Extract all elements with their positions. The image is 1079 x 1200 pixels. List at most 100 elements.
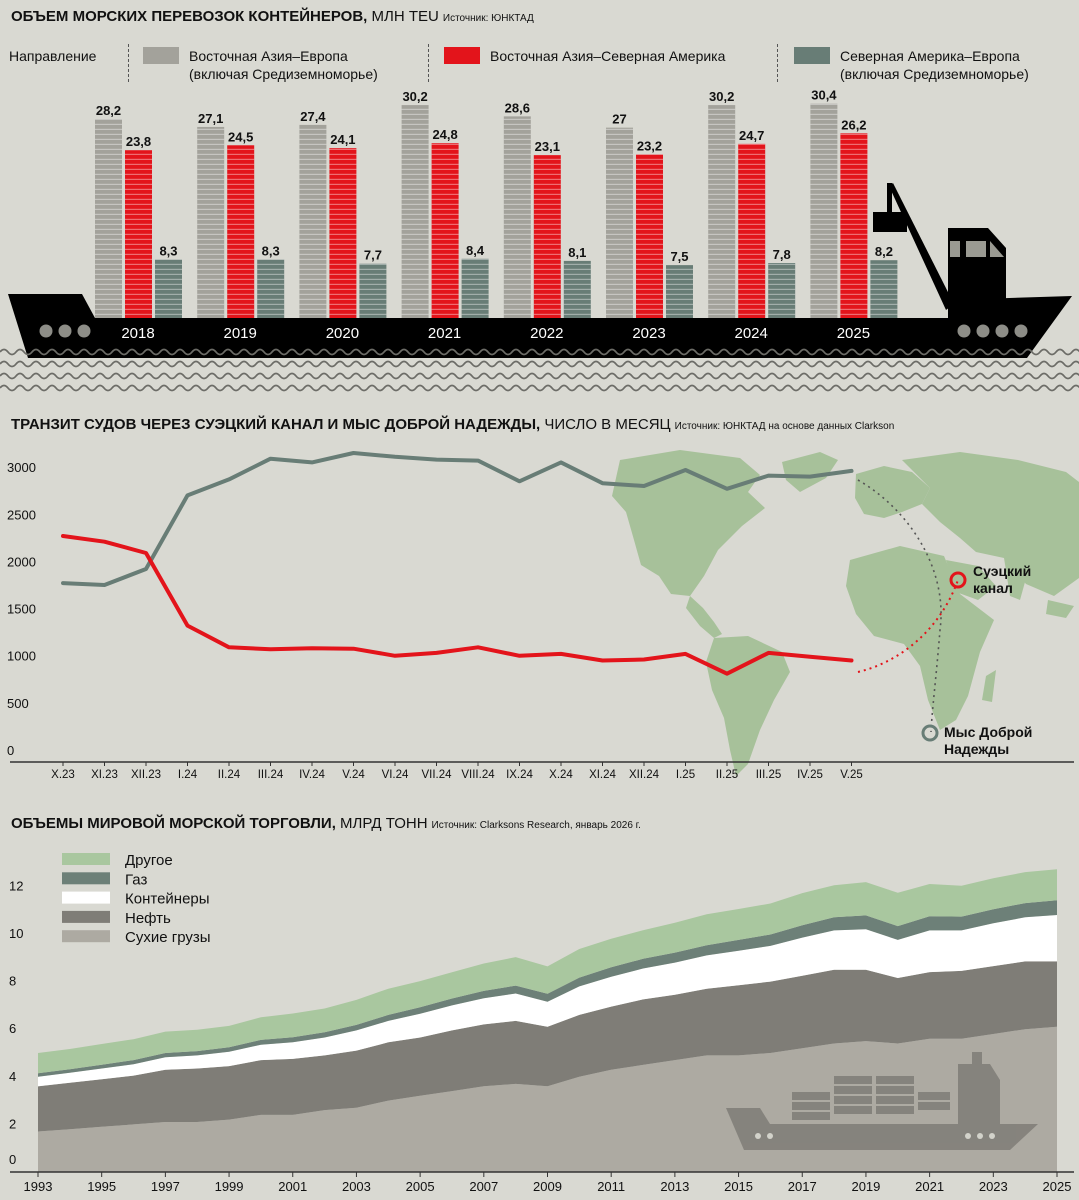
container-volume-chart: 28,2 23,8 8,3 27,1 24,5 8,3 27,4 24,1 7,7 30,2 24,…: [0, 88, 1079, 392]
cape-marker: [921, 724, 939, 742]
bar-texture: [227, 145, 255, 318]
bar-value-label: 26,2: [841, 117, 866, 132]
y-tick-label: 2: [9, 1116, 16, 1131]
y-tick-label: 2500: [7, 507, 36, 522]
x-tick-label: 2021: [915, 1179, 944, 1194]
bar-value-label: 8,4: [466, 243, 485, 258]
legend-divider: [777, 44, 778, 82]
bar-texture: [840, 133, 868, 318]
y-tick-label: 10: [9, 926, 23, 941]
series-line-suez: [61, 534, 854, 676]
wave-line: [0, 360, 1079, 368]
y-tick-label: 8: [9, 974, 16, 989]
year-label: 2018: [121, 325, 154, 342]
x-tick-label: 2011: [597, 1179, 625, 1194]
bar-texture: [738, 143, 766, 318]
bar-value-label: 23,2: [637, 138, 662, 153]
x-tick-label: V.25: [840, 769, 863, 781]
bar-texture: [503, 116, 531, 319]
x-tick-label: 2001: [278, 1179, 307, 1194]
y-tick-label: 2000: [7, 554, 36, 569]
x-tick-label: I.24: [178, 769, 198, 781]
bar-value-label: 27,1: [198, 111, 223, 126]
x-tick-label: II.24: [218, 769, 241, 781]
bar-texture: [299, 124, 327, 318]
year-label: 2025: [837, 325, 870, 342]
x-tick-label: XII.23: [131, 769, 161, 781]
x-tick-label: 2025: [1043, 1179, 1072, 1194]
y-tick-label: 0: [9, 1152, 16, 1167]
bar-value-label: 7,7: [364, 248, 382, 263]
bar-texture: [401, 105, 429, 318]
area-2: [38, 915, 1057, 1087]
area-4: [38, 869, 1057, 1074]
legend-label: Другое: [125, 852, 173, 869]
x-tick-label: 2007: [469, 1179, 498, 1194]
bar-value-label: 27: [612, 112, 626, 127]
x-tick-label: II.25: [716, 769, 738, 781]
x-tick-label: X.23: [51, 769, 75, 781]
y-tick-label: 4: [9, 1069, 16, 1084]
wheelhouse: [948, 228, 1006, 300]
bar-texture: [257, 259, 285, 318]
bar-texture: [461, 258, 489, 318]
bar-value-label: 7,5: [670, 249, 688, 264]
bar-texture: [155, 259, 182, 318]
x-tick-label: VII.24: [421, 769, 452, 781]
y-tick-label: 3000: [7, 460, 36, 475]
x-tick-label: IV.24: [299, 769, 325, 781]
legend-label: Контейнеры: [125, 891, 210, 908]
bar-texture: [563, 260, 591, 318]
legend-swatch-asia-north-america: [444, 47, 480, 64]
x-tick-label: 2009: [533, 1179, 562, 1194]
bar-texture: [125, 150, 152, 318]
bar-texture: [768, 263, 796, 318]
x-tick-label: IV.25: [797, 769, 823, 781]
bar-value-label: 8,2: [875, 244, 893, 259]
year-label: 2024: [735, 325, 768, 342]
y-tick-label: 12: [9, 878, 23, 893]
year-label: 2020: [326, 325, 359, 342]
y-tick-label: 0: [7, 743, 14, 758]
x-tick-label: VI.24: [382, 769, 409, 781]
bar-texture: [329, 148, 357, 318]
x-tick-label: 1999: [215, 1179, 244, 1194]
x-tick-label: V.24: [342, 769, 365, 781]
legend-divider: [428, 44, 429, 82]
bar-texture: [606, 127, 633, 319]
wave-line: [0, 372, 1079, 380]
legend-swatch: [62, 910, 110, 923]
x-tick-label: VIII.24: [461, 769, 495, 781]
bar-value-label: 28,6: [505, 100, 530, 115]
section2-title: ТРАНЗИТ СУДОВ ЧЕРЕЗ СУЭЦКИЙ КАНАЛ И МЫС …: [11, 416, 895, 433]
bar-value-label: 23,8: [126, 134, 151, 149]
bar-texture: [533, 155, 561, 318]
cape-label: Мыс Доброй Надежды: [944, 724, 1032, 757]
portholes-left: [39, 324, 91, 338]
bar-value-label: 7,8: [773, 247, 791, 262]
portholes-right: [957, 324, 1028, 338]
x-tick-label: IX.24: [506, 769, 533, 781]
y-tick-label: 1000: [7, 649, 36, 664]
legend-swatch: [62, 853, 110, 865]
legend-swatch-north-america-europe: [794, 47, 830, 64]
x-tick-label: 1993: [24, 1179, 53, 1194]
legend-label: Сухие грузы: [125, 929, 211, 946]
area-1: [38, 961, 1057, 1132]
year-label: 2021: [428, 325, 461, 342]
bar-value-label: 24,7: [739, 128, 764, 143]
bar-value-label: 24,1: [330, 132, 355, 147]
y-tick-label: 1500: [7, 602, 36, 617]
x-tick-label: 2019: [851, 1179, 880, 1194]
x-tick-label: 2017: [788, 1179, 817, 1194]
legend-swatch: [62, 872, 110, 885]
bar-value-label: 8,3: [262, 243, 280, 258]
legend-swatch-asia-europe: [143, 47, 179, 64]
x-tick-label: III.24: [258, 769, 284, 781]
year-label: 2019: [224, 325, 257, 342]
x-tick-label: 2015: [724, 1179, 753, 1194]
section1-title: ОБЪЕМ МОРСКИХ ПЕРЕВОЗОК КОНТЕЙНЕРОВ, МЛН…: [11, 8, 534, 25]
suez-label: Суэцкий канал: [973, 563, 1031, 596]
x-tick-label: 2013: [660, 1179, 689, 1194]
cape-route-dotted: [857, 479, 942, 733]
